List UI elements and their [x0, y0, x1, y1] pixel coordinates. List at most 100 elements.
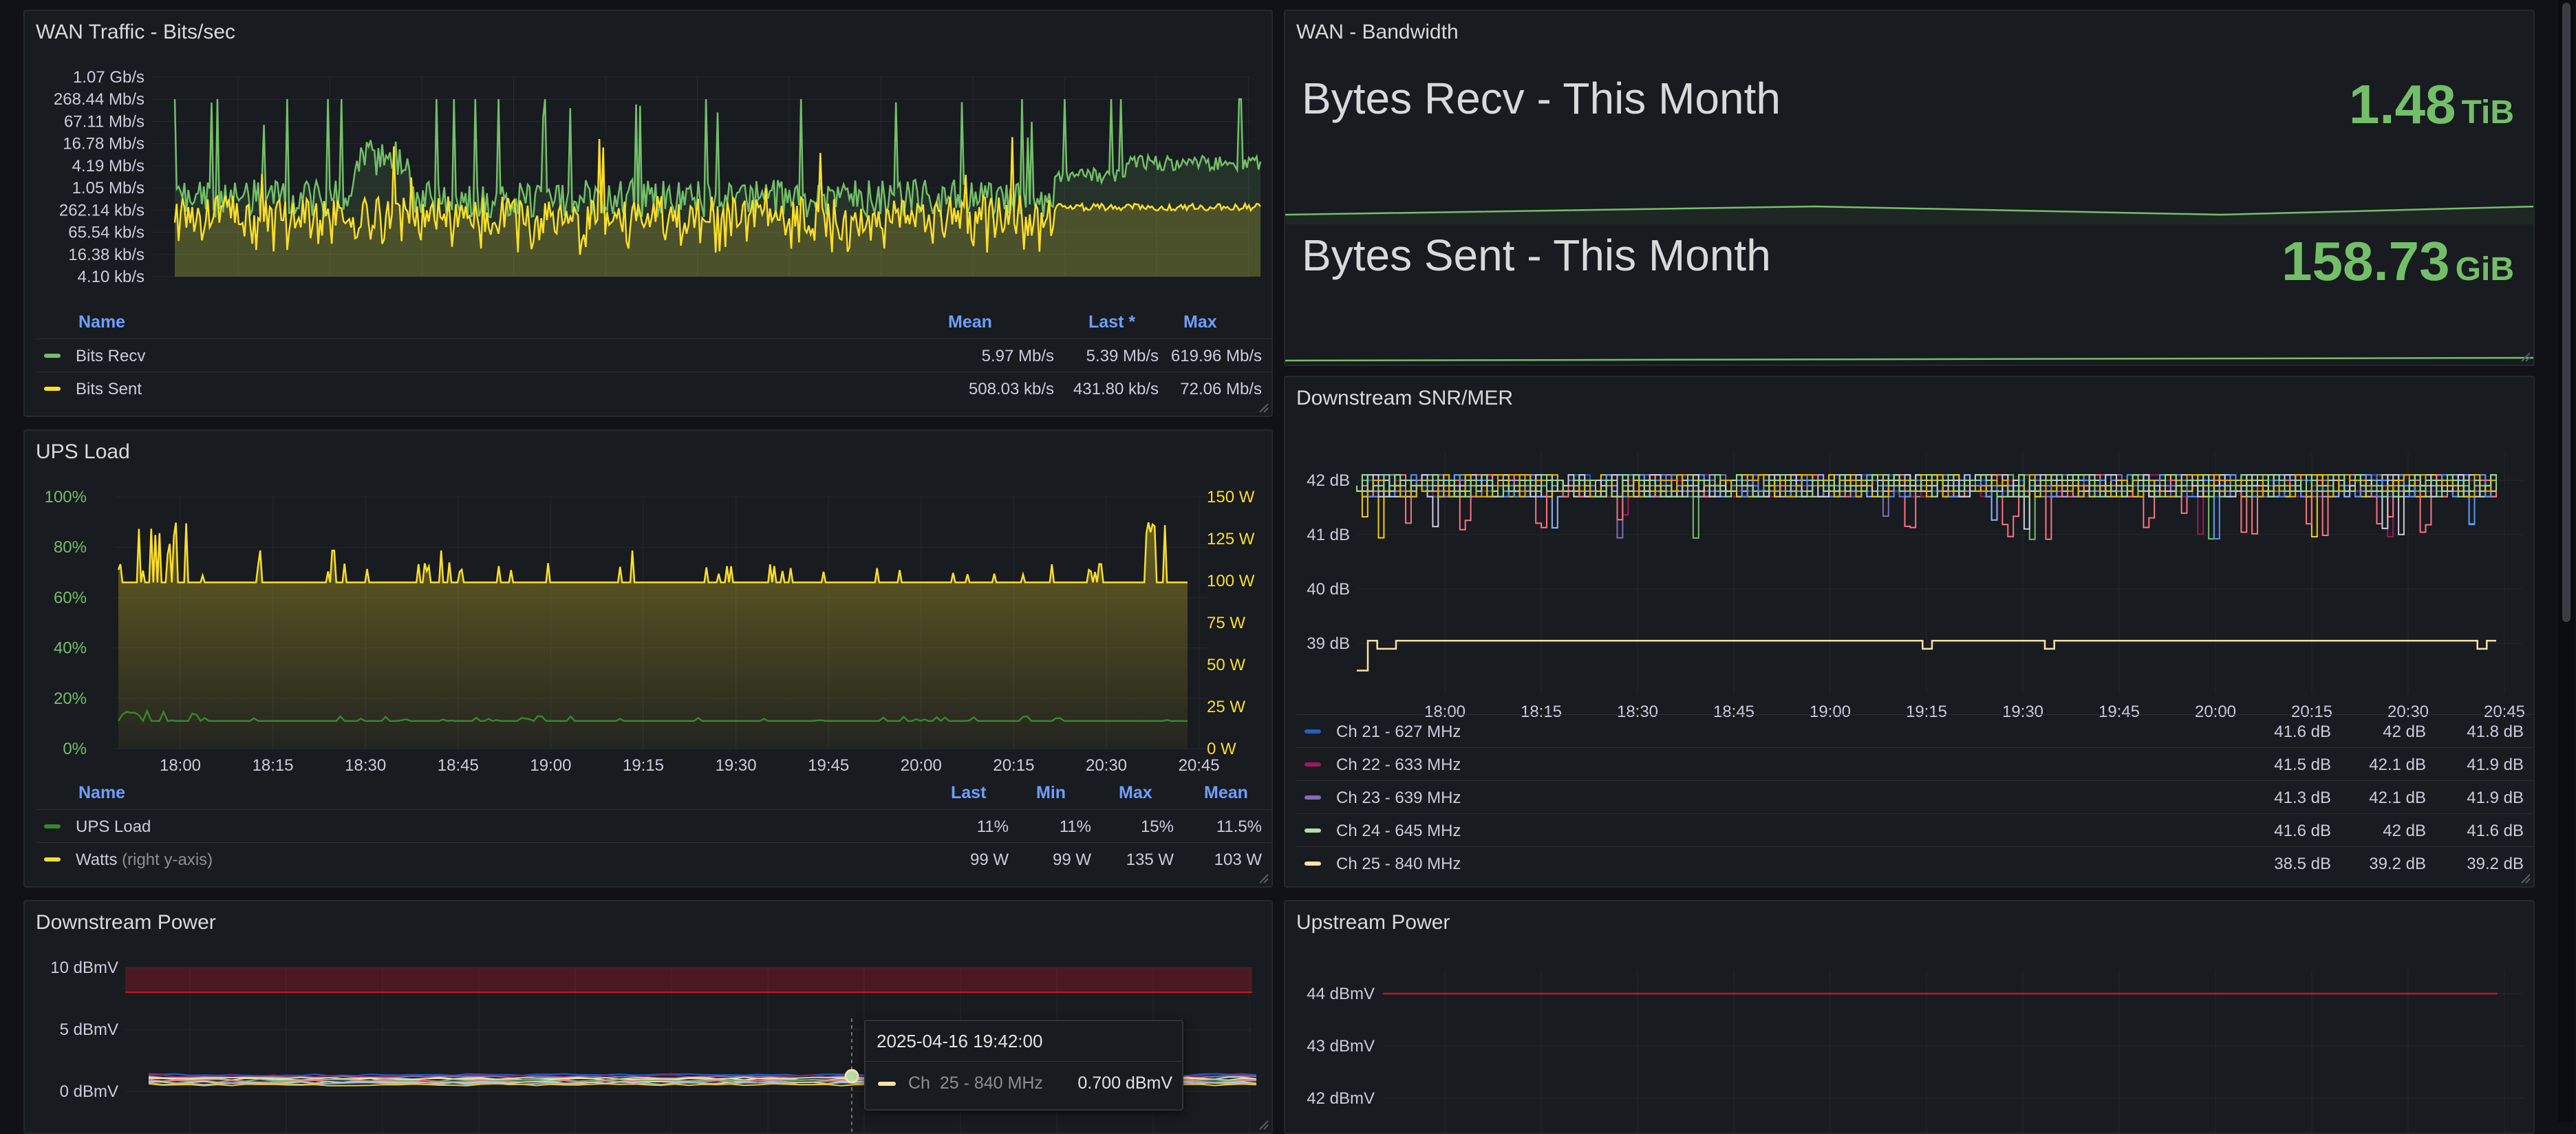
tooltip-series-swatch [878, 1082, 896, 1086]
series-name: UPS Load [76, 817, 151, 836]
y-tick-label: 16.78 Mb/s [63, 135, 144, 153]
legend-row-bits-recv[interactable]: Bits Recv 5.97 Mb/s 5.39 Mb/s 619.96 Mb/… [36, 339, 1271, 371]
last-value: 99 W [969, 850, 1009, 869]
ups-load-panel: UPS Load 100% 80% 60% 40% 20% 0% 150 W 125 W 10… [23, 429, 1273, 888]
x-tick-label: 20:15 [993, 756, 1034, 775]
legend-header-max[interactable]: Max [1119, 783, 1152, 802]
value-3: 41.9 dB [2467, 756, 2524, 774]
series-name: Watts (right y-axis) [76, 850, 213, 869]
right-y-tick-label: 50 W [1207, 656, 1245, 674]
legend-row-bits-sent[interactable]: Bits Sent 508.03 kb/s 431.80 kb/s 72.06 … [36, 372, 1271, 404]
y-tick-label: 262.14 kb/s [59, 201, 144, 220]
value-1: 38.5 dB [2274, 855, 2331, 873]
y-tick-label: 1.07 Gb/s [73, 68, 144, 87]
ups-load-chart[interactable]: 100% 80% 60% 40% 20% 0% 150 W 125 W 100 W 75 W 50… [25, 431, 1273, 775]
page-scrollbar[interactable] [2558, 0, 2575, 1122]
snr-series [1356, 474, 2497, 672]
value-1: 41.6 dB [2274, 723, 2331, 741]
downstream-snr-panel: Downstream SNR/MER 42 dB 41 dB 40 dB 39 dB … [1284, 376, 2535, 888]
y-tick-label: 10 dBmV [50, 959, 118, 977]
y-tick-label: 4.19 Mb/s [72, 157, 144, 175]
value-3: 41.8 dB [2467, 723, 2524, 741]
y-tick-label: 1.05 Mb/s [72, 179, 144, 197]
bytes-recv-unit: TiB [2461, 94, 2514, 131]
legend-header-last[interactable]: Last * [1088, 312, 1136, 332]
bits-recv-area [175, 99, 1260, 277]
right-y-tick-label: 75 W [1207, 614, 1245, 632]
chart-tooltip: 2025-04-16 19:42:00 Ch 25 - 840 MHz 0.70… [864, 1020, 1183, 1111]
mean-value: 11.5% [1216, 817, 1262, 836]
x-tick-label: 19:30 [716, 756, 757, 775]
wan-traffic-chart[interactable]: 1.07 Gb/s 268.44 Mb/s 67.11 Mb/s 16.78 Mb/s… [25, 11, 1273, 286]
y-tick-label: 65.54 kb/s [68, 224, 144, 242]
x-tick-label: 18:30 [1617, 703, 1658, 721]
series-color-swatch [1305, 729, 1321, 734]
series-name: Ch 25 - 840 MHz [1336, 855, 1461, 873]
legend-header-name[interactable]: Name [78, 783, 126, 802]
value-2: 42 dB [2383, 723, 2426, 741]
legend-row-watts[interactable]: Watts (right y-axis) 99 W 99 W 135 W 103… [36, 842, 1271, 875]
series-name: Bits Recv [76, 347, 146, 365]
legend-row[interactable]: Ch 22 - 633 MHz 41.5 dB 42.1 dB 41.9 dB [1296, 747, 2533, 780]
x-tick-label: 20:45 [1179, 756, 1220, 775]
legend-row-ups-load[interactable]: UPS Load 11% 11% 15% 11.5% [36, 809, 1271, 842]
right-y-tick-label: 125 W [1207, 530, 1255, 548]
panel-title[interactable]: Downstream Power [36, 911, 216, 934]
panel-title[interactable]: WAN Traffic - Bits/sec [36, 21, 236, 43]
resize-handle-icon[interactable] [1256, 871, 1269, 884]
series-color-swatch [1305, 795, 1321, 800]
y-tick-label: 43 dBmV [1307, 1037, 1375, 1056]
legend-header-max[interactable]: Max [1183, 312, 1217, 332]
max-value: 72.06 Mb/s [1180, 380, 1262, 398]
left-y-tick-label: 100% [45, 488, 87, 506]
left-y-tick-label: 60% [54, 588, 87, 607]
bytes-sent-number: 158.73 [2281, 231, 2450, 292]
grid [1357, 453, 2524, 694]
y-tick-label: 16.38 kb/s [68, 246, 144, 264]
resize-handle-icon[interactable] [1256, 1117, 1269, 1130]
x-axis: 18:00 18:15 18:30 18:45 19:00 19:15 19:30 19:45… [1424, 703, 2525, 721]
mean-value: 5.97 Mb/s [981, 347, 1054, 365]
series-name: Ch 22 - 633 MHz [1336, 756, 1461, 774]
x-tick-label: 18:30 [345, 756, 386, 775]
legend-row[interactable]: Ch 21 - 627 MHz 41.6 dB 42 dB 41.8 dB [1296, 714, 2533, 747]
x-tick-label: 18:15 [1521, 703, 1562, 721]
legend-header-mean[interactable]: Mean [948, 312, 992, 332]
legend-header-min[interactable]: Min [1036, 783, 1066, 802]
legend-row[interactable]: Ch 25 - 840 MHz 38.5 dB 39.2 dB 39.2 dB [1296, 846, 2533, 879]
x-tick-label: 19:00 [530, 756, 571, 775]
grid [153, 76, 1251, 277]
right-y-tick-label: 100 W [1207, 572, 1255, 590]
right-y-tick-label: 25 W [1207, 698, 1245, 716]
threshold-band [125, 967, 1252, 992]
series-name: Bits Sent [76, 380, 142, 398]
mean-value: 508.03 kb/s [968, 380, 1054, 398]
legend-header-name[interactable]: Name [78, 312, 126, 332]
x-tick-label: 18:00 [160, 756, 201, 775]
resize-handle-icon[interactable] [2518, 871, 2531, 884]
panel-title[interactable]: WAN - Bandwidth [1296, 21, 1459, 43]
max-value: 619.96 Mb/s [1170, 347, 1262, 365]
resize-handle-icon[interactable] [2518, 350, 2531, 362]
scrollbar-thumb[interactable] [2562, 3, 2570, 622]
snr-chart[interactable]: 42 dB 41 dB 40 dB 39 dB 18:00 18:15 18:30 18:4… [1285, 377, 2535, 721]
upstream-power-chart[interactable]: 44 dBmV 43 dBmV 42 dBmV [1285, 901, 2535, 1134]
series-color-swatch [1305, 862, 1321, 866]
panel-title[interactable]: UPS Load [36, 440, 130, 463]
y-tick-label: 4.10 kb/s [78, 268, 144, 286]
value-2: 39.2 dB [2369, 855, 2426, 873]
value-1: 41.5 dB [2274, 756, 2331, 774]
legend-header-mean[interactable]: Mean [1204, 783, 1248, 802]
y-tick-label: 40 dB [1307, 580, 1350, 599]
legend-row[interactable]: Ch 23 - 639 MHz 41.3 dB 42.1 dB 41.9 dB [1296, 780, 2533, 813]
last-value: 5.39 Mb/s [1086, 347, 1159, 365]
left-y-tick-label: 0% [63, 740, 87, 758]
series-color-swatch [44, 354, 61, 358]
bytes-sent-sparkline [1285, 356, 2533, 362]
resize-handle-icon[interactable] [1256, 400, 1269, 413]
panel-title[interactable]: Downstream SNR/MER [1296, 387, 1514, 409]
legend-header-last[interactable]: Last [951, 783, 987, 802]
legend-row[interactable]: Ch 24 - 645 MHz 41.6 dB 42 dB 41.6 dB [1296, 813, 2533, 846]
y-axis: 10 dBmV 5 dBmV 0 dBmV [50, 959, 118, 1101]
panel-title[interactable]: Upstream Power [1296, 911, 1450, 934]
